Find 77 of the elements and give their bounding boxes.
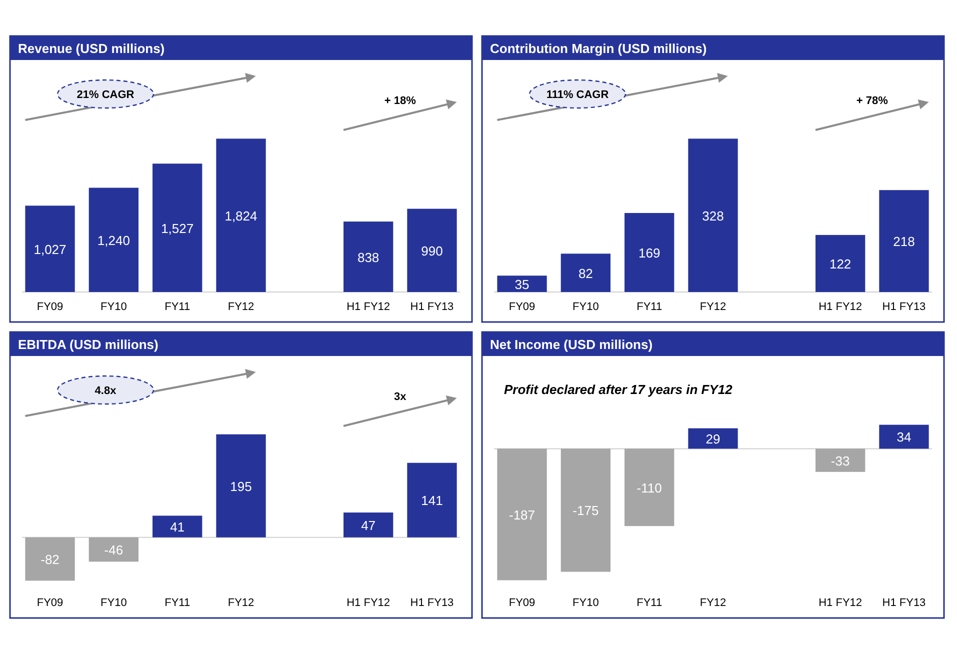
text: 4.8x [94, 385, 118, 397]
chart-title: Revenue (USD millions) [18, 41, 165, 56]
bar [815, 234, 866, 292]
x-tick-label: H1 FY12 [818, 597, 862, 609]
chart-title: Contribution Margin (USD millions) [490, 41, 707, 56]
bar [688, 138, 738, 292]
text: 111% CAGR [546, 89, 609, 101]
text: + 78% [856, 95, 888, 107]
data-label: 35 [514, 276, 530, 292]
bar [152, 164, 202, 292]
chart-title: EBITDA (USD millions) [18, 337, 158, 352]
data-label: 1,824 [224, 208, 258, 224]
x-tick-label: FY09 [36, 301, 64, 313]
bar [88, 537, 139, 562]
x-tick-label: H1 FY13 [410, 597, 454, 609]
data-label: 1,027 [34, 242, 66, 257]
x-tick-label: H1 FY12 [346, 597, 390, 609]
data-label: -187 [508, 507, 536, 522]
bar [25, 537, 75, 581]
data-label: 169 [638, 246, 660, 260]
x-tick-label: FY09 [508, 597, 536, 609]
x-tick-label: FY12 [228, 597, 254, 609]
text: + 18% [384, 95, 416, 107]
x-tick-label: FY10 [572, 597, 599, 609]
data-label: 122 [829, 256, 852, 272]
data-label: -82 [40, 552, 60, 568]
data-label: -46 [104, 542, 124, 558]
data-label: 195 [230, 478, 252, 494]
text: 21% CAGR [76, 89, 134, 101]
x-tick-label: FY11 [164, 597, 190, 609]
x-tick-label: FY12 [228, 301, 254, 313]
x-tick-label: H1 FY13 [882, 597, 926, 609]
data-label: -33 [830, 453, 850, 468]
bar [624, 212, 674, 292]
bar [216, 138, 266, 292]
x-tick-label: FY12 [700, 597, 726, 609]
x-tick-label: H1 FY12 [346, 301, 390, 313]
data-label: 1,527 [161, 220, 194, 236]
bar [560, 254, 611, 292]
bar [879, 190, 929, 292]
bar [25, 206, 75, 292]
data-label: -175 [572, 503, 599, 518]
data-label: 47 [361, 518, 376, 533]
bar [407, 462, 457, 538]
x-tick-label: FY10 [100, 597, 127, 609]
chart-title: Net Income (USD millions) [490, 337, 653, 352]
data-label: 990 [421, 243, 443, 258]
data-label: 218 [893, 234, 915, 250]
data-label: 82 [578, 266, 593, 281]
bar [343, 222, 394, 292]
x-tick-label: H1 FY12 [818, 301, 862, 313]
text: 3x [394, 391, 408, 403]
data-label: 328 [702, 208, 724, 224]
bar [88, 188, 139, 292]
bar [497, 276, 547, 292]
data-label: -110 [636, 480, 662, 496]
bar [407, 208, 457, 292]
x-tick-label: H1 FY13 [882, 301, 926, 313]
x-tick-label: FY09 [36, 597, 64, 609]
data-label: 29 [706, 431, 720, 446]
x-tick-label: FY11 [636, 301, 662, 313]
bar [216, 434, 266, 538]
x-tick-label: FY10 [572, 301, 599, 313]
bar [152, 516, 202, 538]
data-label: 838 [357, 250, 380, 265]
data-label: 41 [170, 520, 185, 535]
x-tick-label: FY10 [100, 301, 127, 313]
x-tick-label: FY09 [508, 301, 536, 313]
x-tick-label: FY11 [636, 597, 662, 609]
data-label: 34 [896, 430, 912, 445]
bar [343, 512, 394, 538]
x-tick-label: FY11 [164, 301, 190, 313]
text: Profit declared after 17 years in FY12 [504, 382, 734, 397]
data-label: 141 [421, 493, 443, 508]
x-tick-label: H1 FY13 [410, 301, 454, 313]
x-tick-label: FY12 [700, 301, 726, 313]
data-label: 1,240 [97, 232, 130, 248]
